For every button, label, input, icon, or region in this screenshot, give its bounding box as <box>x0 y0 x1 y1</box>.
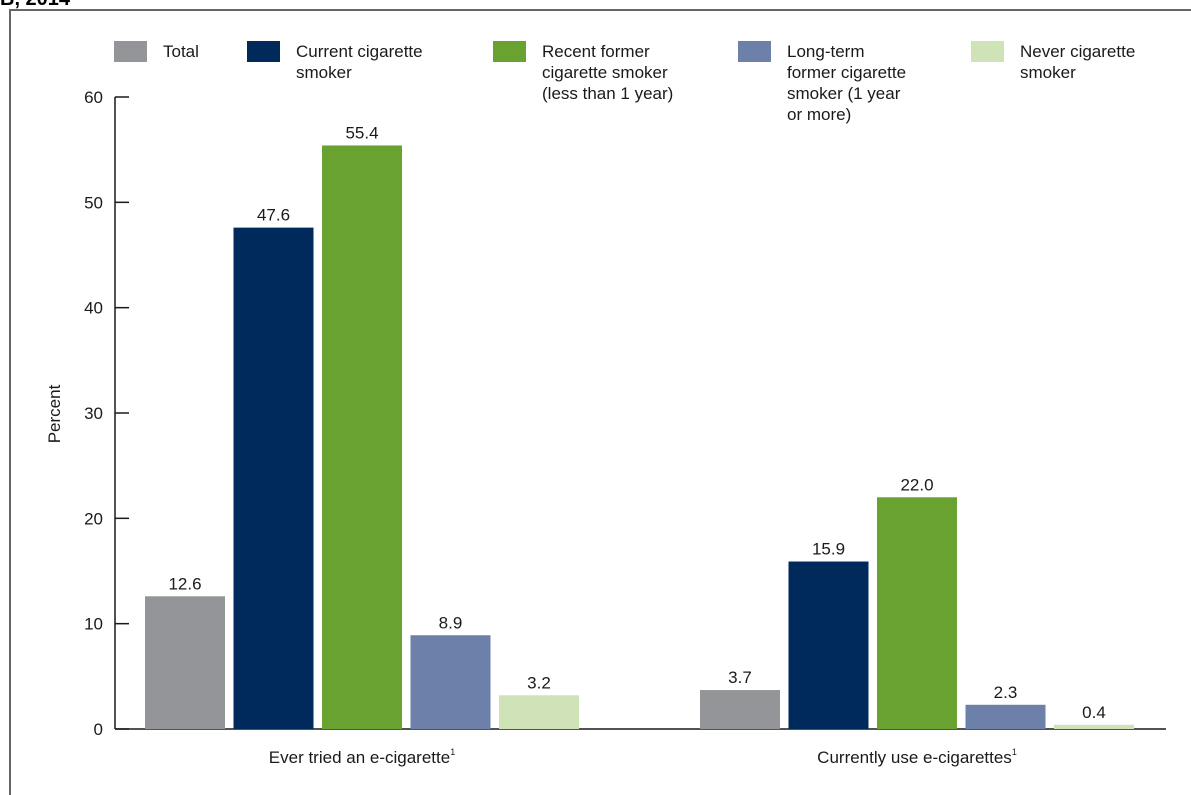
bar <box>965 704 1046 729</box>
bar <box>233 227 314 729</box>
bar <box>322 145 402 729</box>
chart-frame <box>9 9 1191 795</box>
legend-label-never-smoker: Never cigarette smoker <box>1020 42 1136 82</box>
legend-item-current-smoker: Current cigarette smoker <box>247 41 423 83</box>
bar <box>499 695 579 729</box>
y-tick-label: 50 <box>84 193 103 212</box>
legend-label-recent-former-smoker: Recent former cigarette smoker (less tha… <box>542 42 674 103</box>
bar <box>410 635 491 729</box>
x-category-label: Currently use e-cigarettes1 <box>817 747 1017 767</box>
legend-item-recent-former-smoker: Recent former cigarette smoker (less tha… <box>493 41 673 104</box>
bar <box>788 561 869 729</box>
legend-swatch-total <box>114 41 147 62</box>
legend-label-current-smoker: Current cigarette smoker <box>296 42 423 82</box>
legend-label-total: Total <box>163 42 199 61</box>
legend-item-long-term-former-smoker: Long-term former cigarette smoker (1 yea… <box>738 41 906 125</box>
bar-value-label: 15.9 <box>812 540 845 559</box>
y-tick-label: 30 <box>84 404 103 423</box>
legend: Total Current cigarette smoker Recent fo… <box>0 0 1191 140</box>
bars: 12.6 3.7 47.6 15.9 55.4 22.0 8.9 2.3 3.2 0.4 <box>145 123 1134 729</box>
bar <box>1054 724 1134 729</box>
legend-swatch-long-term-former-smoker <box>738 41 771 62</box>
bar <box>145 596 225 729</box>
y-tick-label: 0 <box>94 720 103 739</box>
bar <box>877 497 957 729</box>
y-tick-label: 60 <box>84 88 103 107</box>
bar-value-label: 0.4 <box>1082 703 1106 722</box>
bar-value-label: 55.4 <box>345 123 378 142</box>
y-tick-label: 20 <box>84 509 103 528</box>
x-category-labels: Ever tried an e-cigarette1 Currently use … <box>269 747 1017 767</box>
bar-value-label: 3.7 <box>728 668 752 687</box>
y-axis: 0 10 20 30 40 50 60 <box>84 88 129 739</box>
legend-label-long-term-former-smoker: Long-term former cigarette smoker (1 yea… <box>787 42 907 124</box>
header-fragment: B, 2014 <box>0 0 70 9</box>
legend-swatch-recent-former-smoker <box>493 41 526 62</box>
bar-value-label: 12.6 <box>168 574 201 593</box>
legend-swatch-current-smoker <box>247 41 280 62</box>
bar-value-label: 8.9 <box>439 613 463 632</box>
bar-value-label: 47.6 <box>257 206 290 225</box>
bar-value-label: 22.0 <box>900 475 933 494</box>
bar-value-label: 3.2 <box>527 673 551 692</box>
x-category-label: Ever tried an e-cigarette1 <box>269 747 455 767</box>
y-tick-label: 40 <box>84 299 103 318</box>
legend-swatch-never-smoker <box>971 41 1004 62</box>
legend-item-total: Total <box>114 41 199 62</box>
clipped-header-text: B, 2014 <box>0 0 260 9</box>
legend-item-never-smoker: Never cigarette smoker <box>971 41 1135 83</box>
y-axis-label: Percent <box>45 384 64 443</box>
y-tick-label: 10 <box>84 615 103 634</box>
bar <box>700 690 780 729</box>
bar-value-label: 2.3 <box>994 683 1018 702</box>
